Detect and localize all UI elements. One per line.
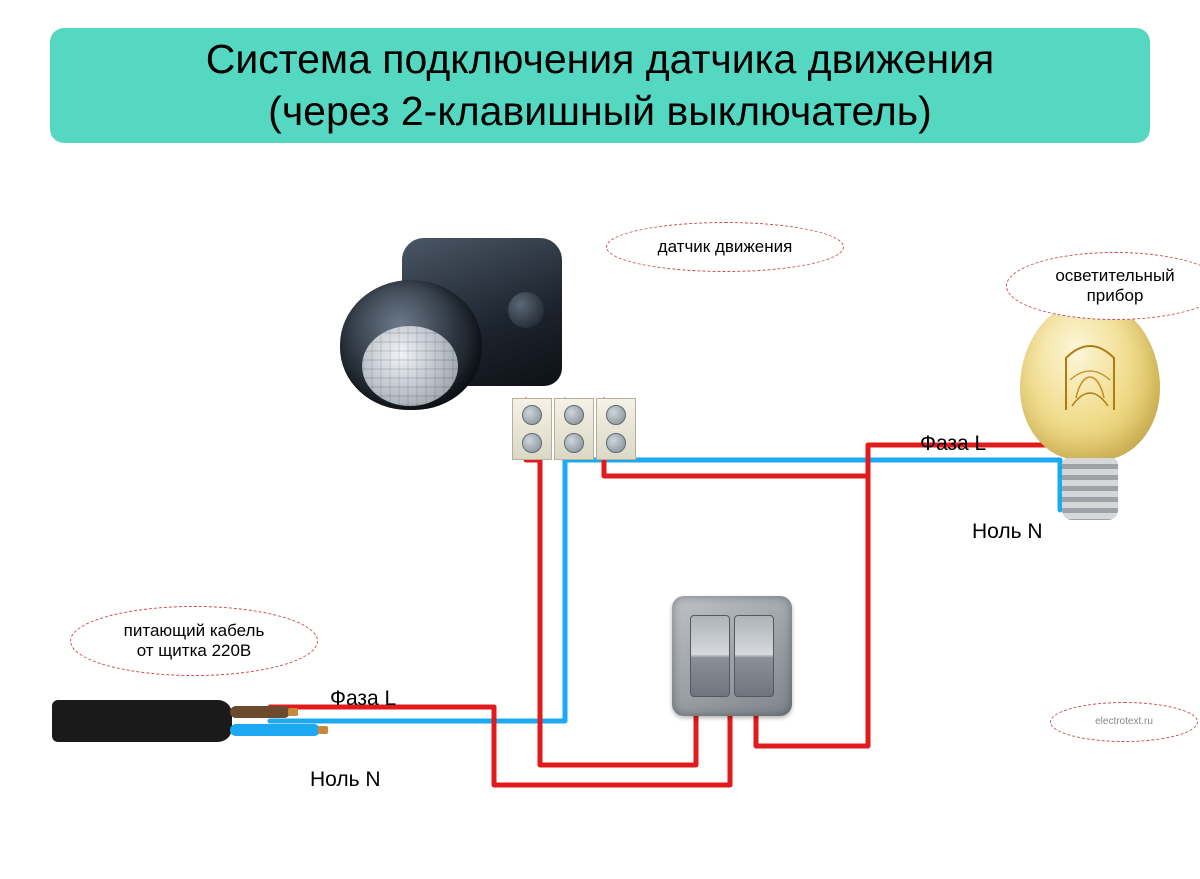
label-null-bot: Ноль N (310, 768, 381, 792)
terminal-cell (554, 398, 594, 460)
title-line-2: (через 2-клавишный выключатель) (268, 86, 932, 137)
light-bulb (1020, 300, 1160, 520)
terminal-block (512, 398, 636, 460)
bulb-filament-icon (1056, 340, 1124, 418)
motion-sensor (332, 238, 562, 423)
callout-watermark: electrotext.ru (1050, 702, 1198, 742)
terminal-cell (596, 398, 636, 460)
label-phase-bot: Фаза L (330, 687, 396, 711)
terminal-cell (512, 398, 552, 460)
callout-cable: питающий кабельот щитка 220В (70, 606, 318, 676)
title-banner: Система подключения датчика движения (че… (50, 28, 1150, 143)
title-line-1: Система подключения датчика движения (206, 34, 995, 85)
switch-rocker-right (734, 615, 774, 697)
diagram-stage: Система подключения датчика движения (че… (0, 0, 1200, 879)
callout-sensor: датчик движения (606, 222, 844, 272)
label-null-top: Ноль N (972, 520, 1043, 544)
switch-rocker-left (690, 615, 730, 697)
label-phase-top: Фаза L (920, 432, 986, 456)
two-key-switch (672, 596, 792, 716)
